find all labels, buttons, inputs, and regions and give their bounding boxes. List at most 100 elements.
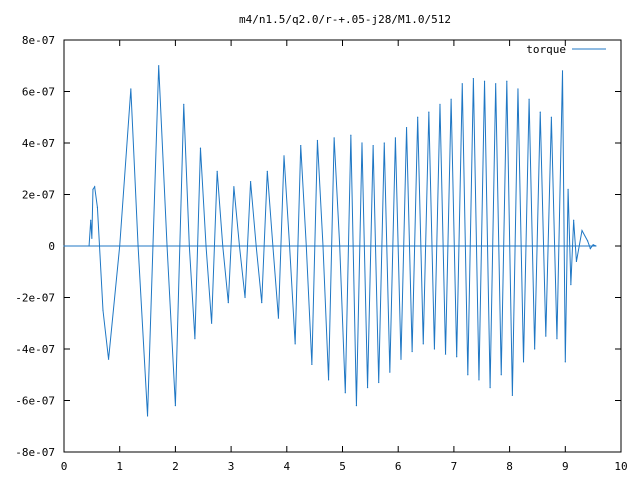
x-tick-label: 8: [506, 460, 513, 473]
series-layer: [63, 65, 597, 417]
series-point: [266, 170, 268, 172]
series-point: [511, 394, 513, 396]
y-tick-label: 0: [48, 240, 55, 253]
series-point: [570, 284, 572, 286]
x-tick-label: 1: [116, 460, 123, 473]
series-point: [272, 245, 274, 247]
series-point: [556, 338, 558, 340]
x-tick-label: 3: [228, 460, 235, 473]
series-point: [495, 83, 497, 85]
series-point: [146, 415, 149, 417]
series-point: [344, 392, 346, 394]
series-point: [222, 245, 224, 247]
series-point: [288, 245, 291, 247]
series-point: [422, 343, 424, 345]
series-point: [311, 363, 313, 366]
series-point: [472, 78, 474, 80]
series-point: [102, 309, 104, 311]
series-point: [294, 343, 296, 345]
series-point: [573, 219, 575, 221]
series-point: [249, 181, 252, 183]
y-tick-label: 8e-07: [22, 34, 55, 47]
series-point: [322, 245, 324, 247]
series-point: [174, 405, 176, 407]
series-point: [478, 379, 480, 381]
series-point: [339, 245, 341, 247]
series-point: [333, 137, 335, 139]
series-point: [233, 186, 235, 188]
series-point: [575, 260, 578, 263]
series-point: [158, 65, 160, 67]
series-point: [506, 80, 508, 82]
series-point: [63, 245, 65, 247]
series-point: [564, 361, 566, 363]
series-point: [238, 245, 241, 247]
series-point: [378, 381, 380, 384]
series-point: [94, 186, 96, 188]
series-point: [277, 317, 280, 319]
series-point: [244, 296, 246, 299]
series-point: [216, 170, 218, 172]
series-point: [137, 245, 139, 247]
series-point: [300, 144, 302, 147]
series-point: [389, 371, 391, 373]
series-point: [550, 116, 552, 118]
legend-label-torque: torque: [526, 43, 566, 56]
series-point: [411, 350, 413, 353]
y-tick-label: 6e-07: [22, 86, 55, 99]
series-point: [211, 322, 213, 324]
series-point: [227, 302, 229, 304]
series-point: [92, 188, 94, 190]
series-point: [517, 88, 519, 90]
series-point: [183, 103, 185, 105]
series-point: [428, 111, 430, 113]
series-point: [383, 142, 385, 144]
series-point: [194, 338, 196, 340]
series-point: [522, 361, 525, 363]
series-point: [88, 245, 90, 247]
series-point: [417, 116, 419, 118]
series-point: [130, 88, 132, 90]
x-tick-label: 10: [614, 460, 627, 473]
series-point: [305, 245, 307, 247]
y-tick-label: -8e-07: [15, 446, 55, 459]
x-tick-label: 2: [172, 460, 179, 473]
series-point: [534, 348, 536, 350]
series-point: [199, 147, 202, 149]
series-point: [461, 83, 463, 85]
y-tick-label: -6e-07: [15, 395, 55, 408]
series-point: [456, 356, 458, 358]
series-line-torque: [64, 65, 597, 416]
series-point: [255, 245, 257, 247]
series-point: [483, 80, 486, 82]
series-point: [400, 358, 402, 360]
legend: torque: [526, 43, 606, 56]
series-point: [366, 387, 369, 389]
x-tick-label: 6: [395, 460, 402, 473]
series-point: [581, 229, 583, 232]
series-point: [91, 237, 93, 239]
series-point: [350, 134, 352, 136]
series-point: [539, 111, 541, 113]
x-tick-label: 9: [562, 460, 569, 473]
y-tick-label: 2e-07: [22, 189, 55, 202]
series-point: [500, 374, 502, 376]
series-point: [595, 245, 597, 247]
series-point: [467, 374, 469, 376]
series-point: [561, 70, 564, 72]
series-point: [444, 353, 447, 355]
series-point: [589, 247, 591, 250]
series-point: [283, 155, 285, 157]
series-point: [355, 405, 358, 407]
x-tick-label: 4: [283, 460, 290, 473]
x-tick-label: 7: [451, 460, 458, 473]
y-tick-label: -4e-07: [15, 343, 55, 356]
y-tick-label: 4e-07: [22, 137, 55, 150]
x-tick-label: 5: [339, 460, 346, 473]
series-point: [188, 245, 190, 247]
series-point: [166, 245, 168, 247]
series-point: [405, 126, 408, 129]
axes: 0 1 2 3 4 5 6 7 8 9 10 8e-07 6e-07 4e-07 2e-07 0 -2e-07 -…: [15, 34, 627, 473]
series-point: [489, 387, 491, 389]
